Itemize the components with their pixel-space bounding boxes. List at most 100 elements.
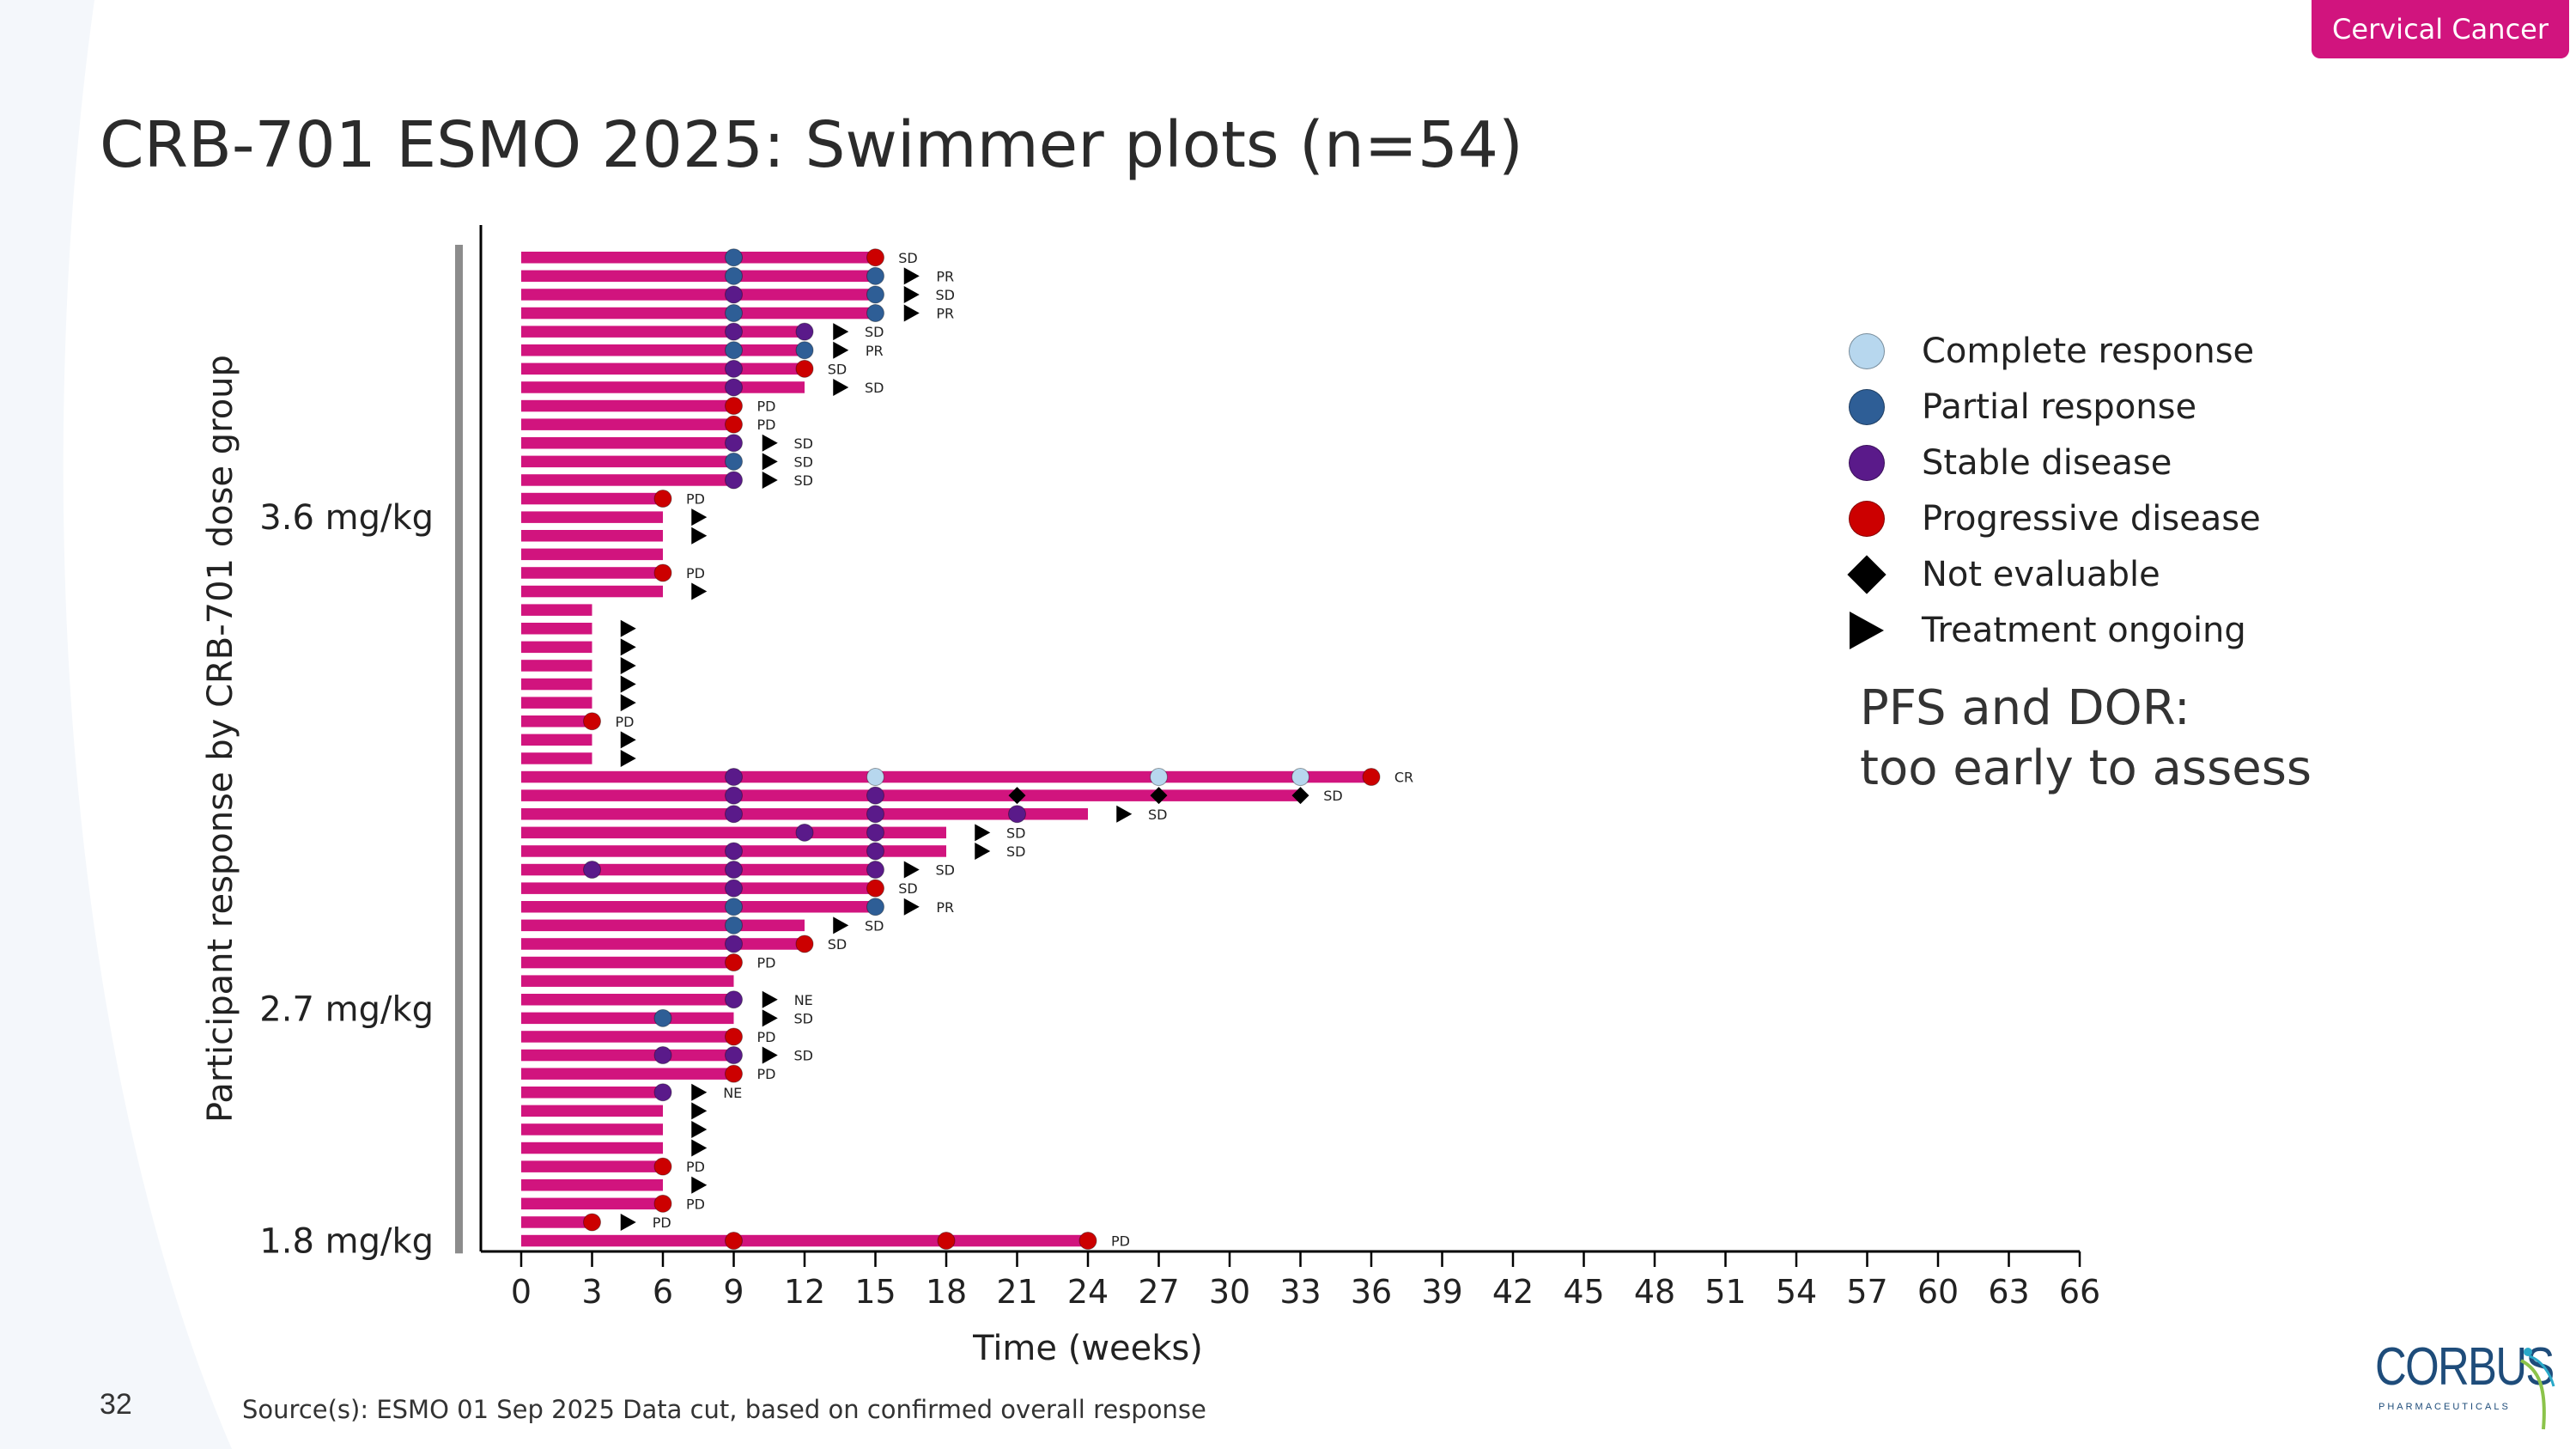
partial-response-marker (725, 248, 743, 267)
treatment-ongoing-arrow (620, 749, 636, 767)
response-label: SD (898, 880, 917, 897)
response-label: SD (936, 862, 955, 879)
participant-bar (521, 1012, 734, 1025)
stable-disease-marker (866, 805, 884, 824)
logo-wordmark: CORBUS (2375, 1337, 2555, 1397)
x-tick-label: 39 (1421, 1273, 1462, 1311)
left-decorative-band (0, 0, 232, 1449)
response-label: PD (757, 1066, 776, 1082)
participant-bar (521, 808, 1088, 820)
response-label: PD (653, 1215, 671, 1231)
participant-bar (521, 1160, 663, 1172)
x-tick-label: 36 (1351, 1273, 1392, 1311)
progressive-disease-marker (725, 1232, 743, 1251)
response-label: PD (757, 399, 776, 415)
response-label: SD (794, 1048, 813, 1064)
progressive-disease-marker (653, 490, 672, 508)
treatment-ongoing-arrow (903, 304, 920, 322)
treatment-ongoing-arrow (691, 1120, 708, 1138)
participant-bar (521, 1068, 734, 1080)
stable-disease-marker (795, 322, 814, 341)
treatment-ongoing-arrow (762, 1009, 778, 1027)
stable-disease-marker (725, 322, 743, 341)
stable-disease-marker (866, 786, 884, 805)
treatment-ongoing-arrow (903, 285, 920, 303)
participant-bar (521, 752, 592, 764)
x-tick-label: 24 (1067, 1273, 1109, 1311)
dose-group-bracket (455, 1227, 463, 1254)
partial-response-marker (866, 266, 884, 285)
not-evaluable-marker (1291, 787, 1309, 805)
stable-disease-marker (725, 285, 743, 304)
participant-bar (521, 770, 1371, 783)
dose-group-label: 1.8 mg/kg (259, 1222, 434, 1262)
participant-bar (521, 604, 592, 616)
x-tick-label: 45 (1563, 1273, 1604, 1311)
progressive-disease-marker (725, 1064, 743, 1083)
participant-bar (521, 1179, 663, 1191)
response-label: PD (757, 955, 776, 971)
x-tick-label: 42 (1492, 1273, 1534, 1311)
x-tick-label: 27 (1138, 1273, 1179, 1311)
participant-bar (521, 1123, 663, 1135)
stable-disease-marker (1008, 805, 1026, 824)
participant-bar (521, 826, 946, 839)
not-evaluable-marker (1150, 787, 1168, 805)
participant-bar (521, 344, 805, 356)
treatment-ongoing-arrow (691, 1102, 708, 1120)
stable-disease-marker (725, 434, 743, 453)
stable-disease-marker (725, 861, 743, 880)
response-label: PD (686, 1196, 705, 1212)
partial-response-marker (725, 304, 743, 323)
dose-group-bracket (455, 245, 463, 790)
progressive-disease-marker (1078, 1232, 1097, 1251)
treatment-ongoing-arrow (691, 1139, 708, 1157)
response-label: PD (686, 491, 705, 508)
response-label: SD (828, 361, 847, 377)
logo-swoosh-icon (2520, 1348, 2555, 1430)
response-label: SD (865, 380, 884, 396)
stable-disease-marker (725, 786, 743, 805)
stable-disease-marker (725, 842, 743, 861)
treatment-ongoing-arrow (833, 916, 849, 935)
legend-item: Progressive disease (1846, 490, 2464, 546)
participant-bar (521, 697, 592, 709)
response-label: PR (936, 306, 954, 322)
stable-disease-marker (795, 823, 814, 842)
circle-legend-icon (1846, 387, 1887, 428)
stable-disease-marker (725, 471, 743, 490)
response-label: SD (1148, 807, 1167, 823)
participant-bar (521, 548, 663, 561)
treatment-ongoing-arrow (833, 378, 849, 396)
topic-badge: Cervical Cancer (2312, 0, 2569, 58)
progressive-disease-marker (1362, 768, 1381, 787)
participant-bar (521, 289, 876, 301)
participant-bar (521, 511, 663, 523)
response-label: PD (686, 1159, 705, 1175)
progressive-disease-marker (583, 712, 601, 731)
stable-disease-marker (725, 1046, 743, 1065)
stable-disease-marker (725, 378, 743, 397)
participant-bar (521, 252, 876, 264)
circle-legend-icon (1846, 498, 1887, 539)
x-axis-title: Time (weeks) (972, 1329, 1203, 1368)
treatment-ongoing-arrow (903, 861, 920, 879)
treatment-ongoing-arrow (620, 638, 636, 656)
participant-bar (521, 307, 876, 320)
progressive-disease-marker (653, 1157, 672, 1176)
treatment-ongoing-arrow (1116, 805, 1133, 823)
progressive-disease-marker (725, 1027, 743, 1046)
progressive-disease-marker (725, 953, 743, 972)
response-label: SD (794, 472, 813, 489)
participant-bar (521, 437, 734, 449)
partial-response-marker (725, 916, 743, 935)
response-label: SD (794, 1010, 813, 1026)
stable-disease-marker (725, 359, 743, 378)
response-label: NE (723, 1085, 742, 1101)
stable-disease-marker (725, 935, 743, 953)
treatment-ongoing-arrow (691, 1083, 708, 1101)
response-label: NE (794, 992, 813, 1008)
x-tick-label: 9 (723, 1273, 744, 1311)
legend-item: Partial response (1846, 379, 2464, 435)
complete-response-marker (866, 768, 884, 787)
